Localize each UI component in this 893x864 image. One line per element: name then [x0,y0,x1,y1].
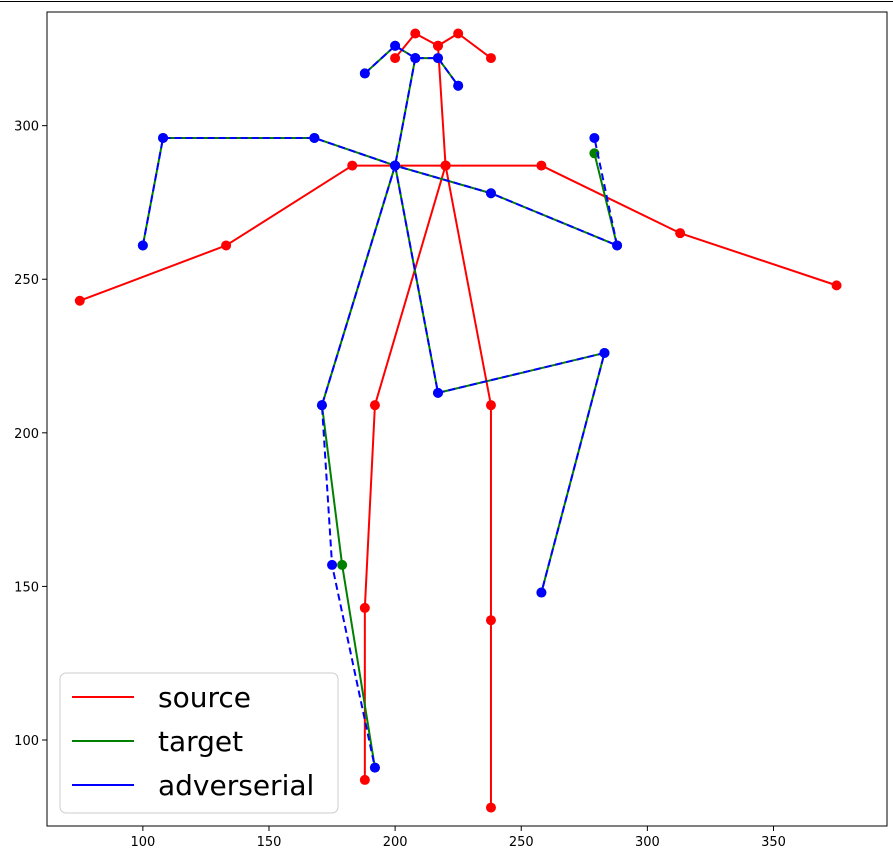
y-tick-label: 300 [14,120,39,135]
x-tick-label: 150 [257,835,282,850]
joint-point-source [485,802,496,813]
legend-label-adverserial: adverserial [158,769,314,802]
x-tick-label: 250 [509,835,534,850]
y-tick-label: 250 [14,273,39,288]
joint-point-source [440,160,451,171]
joint-point-source [369,400,380,411]
axes-frame [46,11,888,827]
x-tick-label: 200 [383,835,408,850]
series-line-adverserial [394,57,417,166]
series-line-source [363,165,447,780]
joint-point-source [432,40,443,51]
x-tick-label: 300 [635,835,660,850]
joint-point-adverserial [589,132,600,143]
y-tick-label: 150 [14,580,39,595]
joint-point-adverserial [309,132,320,143]
x-tick-label: 100 [130,835,155,850]
joint-point-source [675,228,686,239]
joint-point-adverserial [599,347,610,358]
y-tick-label: 100 [14,734,39,749]
series-line-adverserial [364,44,459,87]
legend-label-source: source [158,681,251,714]
joint-point-source [410,28,421,39]
joint-point-adverserial [390,160,401,171]
series-line-source [444,165,492,808]
joint-point-adverserial [485,188,496,199]
joint-point-source [390,53,401,64]
joint-point-target [337,559,348,570]
joint-point-source [485,400,496,411]
legend-box [59,672,339,814]
legend: source target adverserial [59,672,339,814]
joint-point-source [453,28,464,39]
joint-point-source [347,160,358,171]
plot-area [74,28,842,813]
joint-point-adverserial [432,387,443,398]
series-adverserial [137,40,623,773]
series-line-adverserial [394,165,606,593]
joint-point-source [359,602,370,613]
x-tick-label: 350 [761,835,786,850]
joint-point-adverserial [612,240,623,251]
joint-point-source [831,280,842,291]
joint-point-adverserial [390,40,401,51]
joint-point-adverserial [158,132,169,143]
x-axis: 100 150 200 250 300 350 [130,826,786,850]
joint-point-target [589,148,600,159]
joint-point-adverserial [369,762,380,773]
joint-point-adverserial [432,53,443,64]
series-line-adverserial [320,165,397,768]
joint-point-adverserial [137,240,148,251]
joint-point-adverserial [316,400,327,411]
y-axis: 100 150 200 250 300 [14,120,47,749]
joint-point-adverserial [453,80,464,91]
joint-point-source [74,295,85,306]
joint-point-adverserial [410,53,421,64]
joint-point-source [221,240,232,251]
joint-point-source [485,53,496,64]
legend-label-target: target [158,725,243,758]
joint-point-adverserial [536,587,547,598]
series-source [74,28,842,813]
y-tick-label: 200 [14,427,39,442]
joint-point-adverserial [359,68,370,79]
joint-point-adverserial [327,559,338,570]
series-line-source [436,45,447,166]
joint-point-source [536,160,547,171]
joint-point-source [485,615,496,626]
joint-point-source [359,774,370,785]
